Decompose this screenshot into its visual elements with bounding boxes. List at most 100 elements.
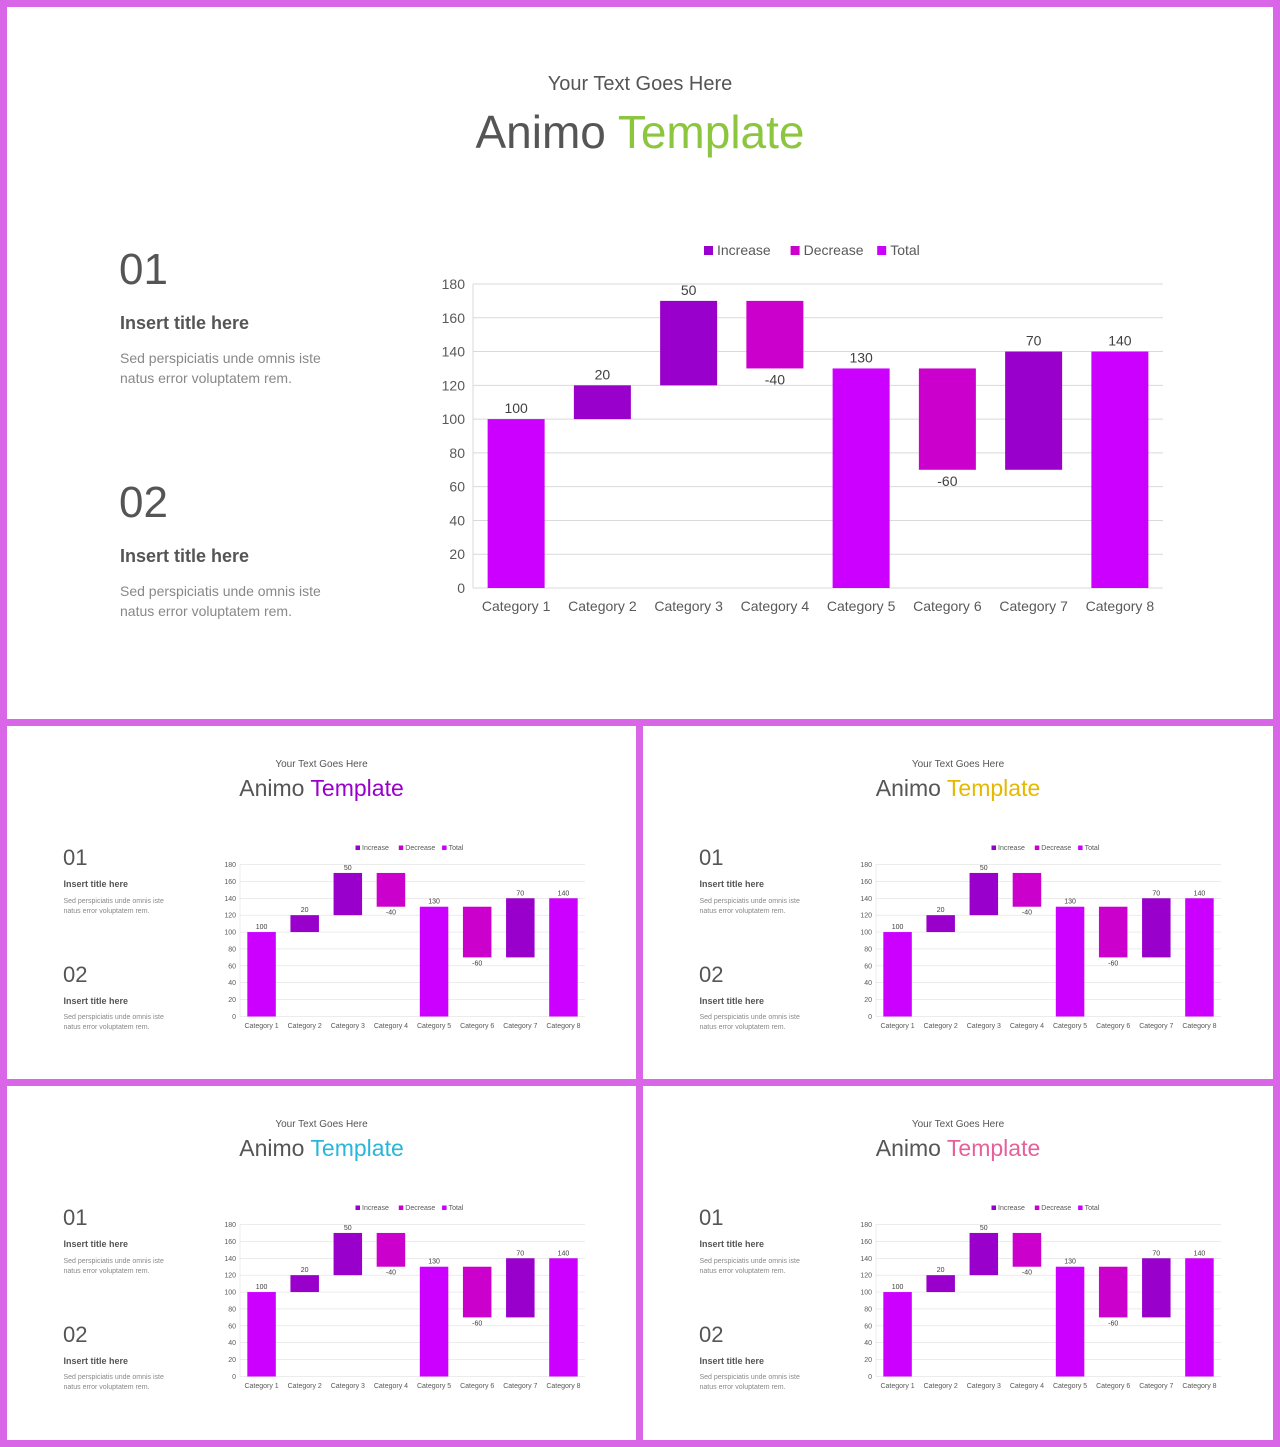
y-tick-label: 180 — [860, 1222, 872, 1229]
data-label: -40 — [765, 371, 785, 387]
slide-title: Animo Template — [643, 775, 1273, 802]
y-tick-label: 120 — [224, 913, 236, 920]
data-label: 20 — [937, 1267, 945, 1274]
legend-label: Increase — [362, 1205, 389, 1212]
item2-body-line-2: natus error voluptatem rem. — [699, 1024, 786, 1032]
item2-body: Sed perspiciatis unde omnis iste natus er… — [64, 1373, 164, 1393]
y-tick-label: 20 — [228, 997, 236, 1004]
legend-label: Decrease — [1041, 1205, 1071, 1212]
bar — [1098, 906, 1128, 958]
waterfall-chart: 0 20 40 60 80 100 120 140 160 180 Increase Decrease… — [224, 1205, 585, 1390]
data-label: 70 — [516, 890, 524, 897]
title-word-2: Template — [946, 1135, 1041, 1161]
x-tick-label: Category 3 — [967, 1023, 1001, 1030]
x-tick-label: Category 5 — [417, 1023, 451, 1030]
data-label: 130 — [428, 899, 440, 906]
bar — [333, 1232, 363, 1276]
legend-swatch — [1034, 845, 1040, 850]
slide-subtitle: Your Text Goes Here — [547, 73, 733, 95]
bar — [918, 368, 976, 470]
item2-title: Insert title here — [63, 995, 129, 1006]
item1-body-line-2: natus error voluptatem rem. — [120, 370, 292, 387]
item2-body-line-2: natus error voluptatem rem. — [63, 1384, 150, 1392]
data-label: 140 — [1194, 890, 1206, 897]
bar — [1098, 1266, 1128, 1318]
legend-label: Decrease — [405, 1205, 435, 1212]
y-tick-label: 0 — [232, 1014, 236, 1021]
data-label: -40 — [386, 1270, 396, 1277]
item2-body: Sed perspiciatis unde omnis iste natus er… — [700, 1013, 800, 1033]
item1-body: Sed perspiciatis unde omnis iste natus er… — [700, 897, 800, 917]
y-tick-label: 100 — [224, 930, 236, 937]
data-label: 20 — [301, 1267, 309, 1274]
bar — [1012, 872, 1042, 907]
x-tick-label: Category 3 — [331, 1023, 365, 1030]
legend-label: Increase — [998, 845, 1025, 852]
bar — [1012, 1232, 1042, 1267]
y-tick-label: 140 — [442, 344, 466, 360]
data-label: 140 — [558, 890, 570, 897]
x-tick-label: Category 5 — [827, 598, 896, 614]
bar — [573, 385, 631, 420]
item2-body: Sed perspiciatis unde omnis iste natus er… — [120, 581, 321, 622]
data-label: 50 — [344, 1225, 352, 1232]
legend-swatch — [442, 1205, 447, 1210]
data-label: 100 — [892, 924, 904, 931]
legend-label: Decrease — [405, 845, 435, 852]
y-tick-label: 100 — [860, 1290, 872, 1297]
data-label: 130 — [428, 1259, 440, 1266]
x-tick-label: Category 5 — [1053, 1383, 1087, 1390]
x-tick-label: Category 4 — [374, 1383, 408, 1390]
data-label: 100 — [256, 924, 268, 931]
x-tick-label: Category 6 — [460, 1383, 494, 1390]
y-tick-label: 0 — [457, 580, 465, 596]
data-label: -40 — [1022, 1270, 1032, 1277]
legend-label: Decrease — [1041, 845, 1071, 852]
slide-subtitle: Your Text Goes Here — [275, 1119, 368, 1130]
data-label: 140 — [1108, 333, 1132, 349]
item1-body-line-1: Sed perspiciatis unde omnis iste — [120, 350, 321, 366]
y-tick-label: 80 — [864, 946, 872, 953]
item2-body-line-1: Sed perspiciatis unde omnis iste — [63, 1014, 164, 1021]
slide-subtitle: Your Text Goes Here — [911, 1119, 1005, 1130]
y-tick-label: 160 — [224, 1239, 236, 1246]
data-label: 50 — [980, 865, 988, 872]
x-tick-label: Category 6 — [1096, 1023, 1130, 1030]
item1-body-line-2: natus error voluptatem rem. — [63, 1267, 150, 1275]
y-tick-label: 60 — [864, 1323, 872, 1330]
item2-body-line-1: Sed perspiciatis unde omnis iste — [63, 1374, 164, 1381]
bar — [746, 300, 804, 369]
y-tick-label: 140 — [224, 1256, 236, 1263]
y-tick-label: 120 — [860, 913, 872, 920]
slide-title: Animo Template — [643, 1135, 1273, 1162]
y-tick-label: 40 — [228, 1340, 236, 1347]
y-tick-label: 100 — [442, 411, 466, 427]
title-word-1: Animo — [239, 775, 311, 801]
legend-swatch — [1078, 845, 1083, 850]
data-label: -40 — [1022, 910, 1032, 917]
item1-title: Insert title here — [63, 1239, 129, 1249]
legend-label: Increase — [717, 242, 771, 258]
x-tick-label: Category 1 — [482, 598, 551, 614]
x-tick-label: Category 7 — [1139, 1023, 1173, 1030]
item1-body-line-1: Sed perspiciatis unde omnis iste — [63, 1257, 164, 1265]
y-tick-label: 0 — [868, 1374, 872, 1381]
bar — [247, 932, 276, 1017]
item2-number: 02 — [119, 478, 168, 527]
bar — [1142, 1258, 1171, 1318]
y-tick-label: 60 — [228, 963, 236, 970]
item2-number: 02 — [699, 1321, 724, 1347]
y-tick-label: 180 — [224, 1222, 236, 1229]
item2-body-line-2: natus error voluptatem rem. — [63, 1024, 150, 1032]
item2-body-line-1: Sed perspiciatis unde omnis iste — [699, 1374, 800, 1381]
data-label: 20 — [301, 907, 309, 914]
item2-body-line-2: natus error voluptatem rem. — [699, 1384, 786, 1392]
legend-label: Increase — [362, 845, 389, 852]
slide-title: Animo Template — [7, 775, 636, 802]
bar — [1142, 898, 1171, 958]
slide-subtitle: Your Text Goes Here — [911, 759, 1005, 770]
data-label: 70 — [1152, 1250, 1160, 1257]
x-tick-label: Category 8 — [1182, 1023, 1216, 1030]
x-tick-label: Category 4 — [1010, 1383, 1044, 1390]
item1-title: Insert title here — [699, 1239, 765, 1249]
